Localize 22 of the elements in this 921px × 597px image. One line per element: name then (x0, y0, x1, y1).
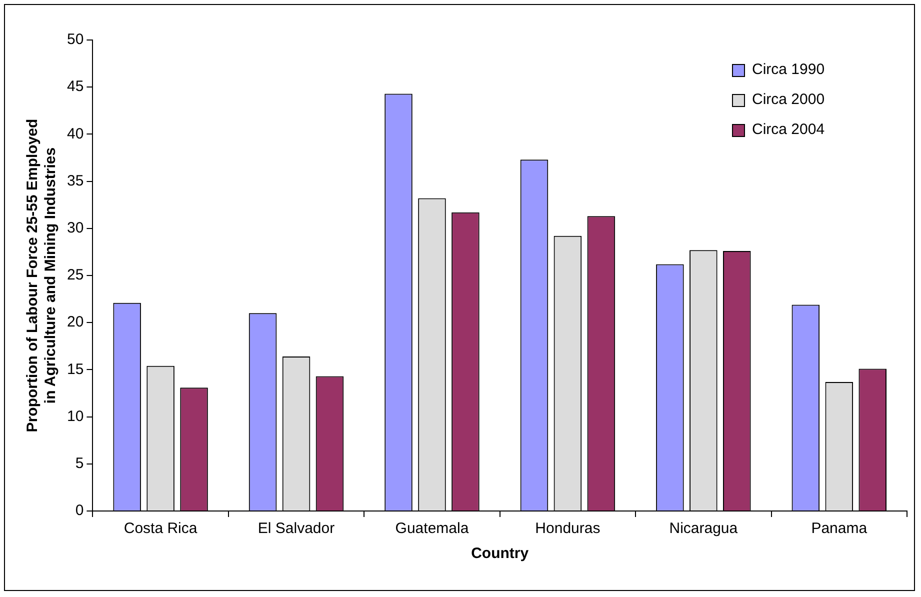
legend-label: Circa 2004 (752, 120, 825, 140)
legend-label: Circa 1990 (752, 60, 825, 80)
x-axis-title: Country (471, 545, 530, 562)
x-tick-label: Panama (811, 520, 868, 538)
x-tick-label: Honduras (535, 520, 600, 538)
y-tick-label: 20 (66, 314, 84, 331)
x-tick-label: Nicaragua (669, 520, 738, 538)
y-tick-label: 30 (66, 220, 84, 237)
y-tick-label: 50 (66, 31, 84, 48)
x-tick-label: Guatemala (395, 520, 470, 538)
x-tick-label: El Salvador (258, 520, 335, 538)
legend-label: Circa 2000 (752, 90, 825, 110)
x-tick-label: Costa Rica (124, 520, 198, 538)
y-tick-label: 10 (66, 408, 84, 425)
y-tick-label: 0 (75, 502, 84, 520)
y-axis-title: Proportion of Labour Force 25-55 Employed in Agriculture and Mining Industries (24, 118, 60, 432)
y-tick-label: 25 (66, 266, 84, 284)
y-tick-label: 35 (66, 172, 84, 190)
y-tick-label: 45 (66, 78, 84, 96)
y-tick-label: 5 (75, 455, 84, 472)
y-tick-label: 15 (66, 360, 84, 378)
y-tick-label: 40 (66, 125, 84, 142)
